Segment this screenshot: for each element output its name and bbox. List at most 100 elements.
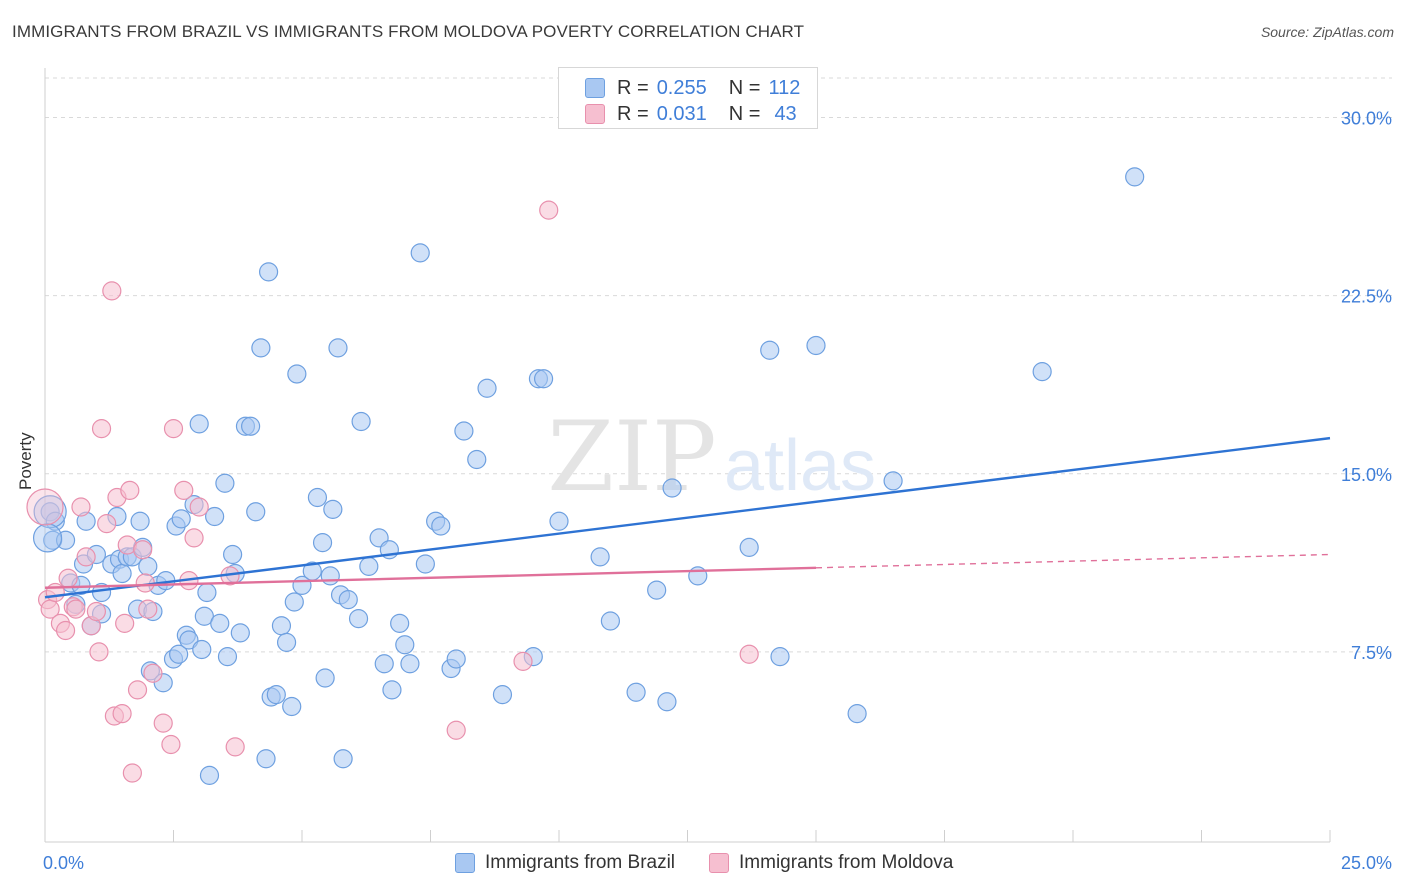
watermark-zip: ZIP xyxy=(547,401,716,513)
brazil-point xyxy=(382,680,402,700)
watermark: ZIP atlas xyxy=(547,401,876,513)
moldova-point xyxy=(91,419,112,439)
brazil-point xyxy=(256,749,276,769)
brazil-point xyxy=(328,338,348,358)
moldova-legend-swatch xyxy=(709,853,730,873)
brazil-point xyxy=(210,613,230,633)
brazil-point xyxy=(112,563,132,584)
moldova-point xyxy=(71,497,91,517)
grid-layer xyxy=(45,77,1392,653)
moldova-legend-label: Immigrants from Moldova xyxy=(739,852,954,873)
brazil-point xyxy=(307,487,328,508)
moldova-point xyxy=(112,704,132,724)
brazil-point xyxy=(760,340,780,360)
legend-item-moldova[interactable]: Immigrants from Moldova xyxy=(709,852,953,874)
brazil-point xyxy=(258,262,279,282)
brazil-point xyxy=(192,639,212,660)
brazil-point xyxy=(276,632,297,652)
brazil-point xyxy=(806,335,826,356)
brazil-legend-swatch xyxy=(455,853,475,873)
trend-layer xyxy=(44,436,1331,599)
brazil-point xyxy=(138,556,158,576)
y-axis-label: Poverty xyxy=(16,432,35,490)
y-tick-label: 22.5% xyxy=(1341,287,1392,307)
brazil-point xyxy=(374,654,394,674)
moldova-point xyxy=(184,528,204,548)
moldova-point xyxy=(120,480,140,500)
brazil-point xyxy=(282,696,302,717)
correlation-legend: R = 0.255 N = 112 R = 0.031 N = 43 xyxy=(558,67,818,129)
moldova-point xyxy=(122,763,142,783)
axes-layer xyxy=(44,68,1331,843)
moldova-point xyxy=(76,547,96,567)
brazil-point xyxy=(287,364,307,384)
brazil-point xyxy=(590,547,610,567)
moldova-point xyxy=(189,497,209,517)
brazil-point xyxy=(312,533,333,553)
brazil-point xyxy=(246,502,266,522)
brazil-point xyxy=(467,449,487,470)
x-tick-label-min: 0.0% xyxy=(43,853,84,873)
moldova-point xyxy=(97,514,117,534)
brazil-point xyxy=(215,473,235,493)
brazil-point xyxy=(533,369,554,389)
moldova-point xyxy=(89,642,109,662)
brazil-point xyxy=(323,499,343,519)
legend-item-brazil[interactable]: Immigrants from Brazil xyxy=(455,852,675,874)
moldova-point xyxy=(55,620,76,641)
brazil-point xyxy=(549,511,569,531)
moldova-n-label: N = xyxy=(728,102,761,125)
brazil-point xyxy=(348,609,369,629)
brazil-point xyxy=(197,582,217,603)
brazil-point xyxy=(739,537,759,557)
brazil-point xyxy=(241,416,261,436)
moldova-r-label: R = xyxy=(617,102,649,125)
legend-row-brazil: R = 0.255 N = 112 xyxy=(585,76,800,100)
moldova-point xyxy=(739,644,759,664)
moldova-point xyxy=(66,599,86,619)
brazil-point xyxy=(230,623,250,643)
moldova-point xyxy=(26,488,64,526)
brazil-point xyxy=(284,592,304,612)
moldova-point xyxy=(446,720,466,740)
brazil-point xyxy=(251,338,271,358)
brazil-point xyxy=(446,649,466,669)
moldova-point xyxy=(86,601,107,622)
brazil-point xyxy=(199,765,220,785)
brazil-point xyxy=(130,511,150,531)
brazil-point xyxy=(492,685,513,705)
brazil-n-label: N = xyxy=(728,76,761,99)
brazil-point xyxy=(271,616,292,636)
brazil-legend-label: Immigrants from Brazil xyxy=(485,852,676,873)
brazil-point xyxy=(32,523,63,553)
brazil-point xyxy=(770,647,790,667)
brazil-point xyxy=(359,556,379,576)
series-legend: Immigrants from Brazil Immigrants from M… xyxy=(455,852,987,874)
brazil-point xyxy=(600,611,621,631)
brazil-swatch xyxy=(585,78,605,98)
brazil-n-value: 112 xyxy=(768,76,801,99)
moldova-point xyxy=(161,734,181,755)
brazil-point xyxy=(351,411,371,432)
y-tick-label: 15.0% xyxy=(1341,465,1392,485)
moldova-point xyxy=(513,651,533,671)
tick-labels-layer: 7.5% 15.0% 22.5% 30.0% 0.0% 25.0% xyxy=(43,109,1392,874)
moldova-point xyxy=(102,281,122,301)
brazil-point xyxy=(169,644,189,664)
moldova-point xyxy=(225,737,245,757)
y-tick-label: 30.0% xyxy=(1341,109,1392,129)
brazil-point xyxy=(205,506,225,527)
brazil-point xyxy=(333,749,353,769)
brazil-point xyxy=(647,580,667,600)
brazil-point xyxy=(883,471,903,491)
brazil-point xyxy=(1032,362,1052,382)
chart-title: IMMIGRANTS FROM BRAZIL VS IMMIGRANTS FRO… xyxy=(12,22,805,41)
moldova-point xyxy=(58,568,78,588)
moldova-point xyxy=(127,680,148,700)
moldova-trend-line xyxy=(44,566,817,589)
moldova-point xyxy=(174,480,194,500)
brazil-point xyxy=(171,509,191,529)
brazil-point xyxy=(415,554,435,574)
brazil-r-value: 0.255 xyxy=(656,76,707,99)
